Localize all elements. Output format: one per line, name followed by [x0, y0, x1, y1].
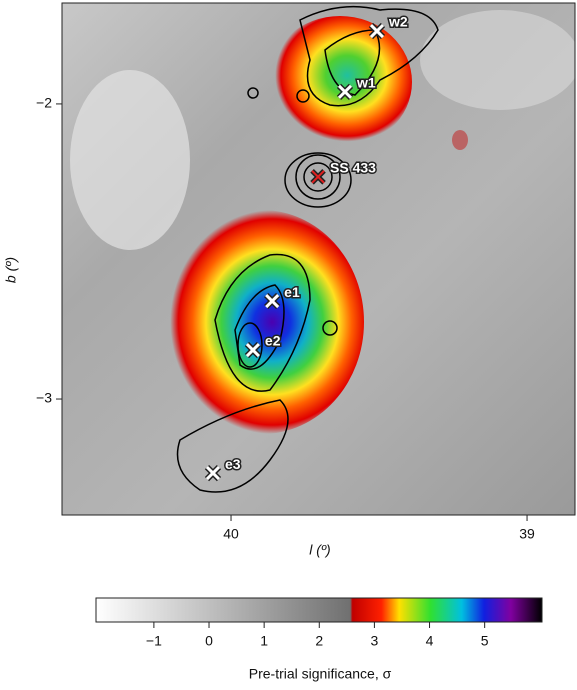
colorbar [95, 597, 543, 623]
source-label: e1 [284, 284, 300, 300]
colorbar-tick-label: 1 [260, 633, 268, 649]
marker-stroke [369, 23, 385, 39]
y-tick-label: −2 [36, 95, 52, 111]
marker-stroke [337, 84, 353, 99]
source-label: w1 [356, 75, 376, 91]
marker-stroke [245, 342, 260, 358]
source-label: w2 [388, 14, 408, 30]
colorbar-tick-label: 2 [315, 633, 323, 649]
plot-frame [61, 2, 576, 516]
source-marker [310, 169, 326, 185]
colorbar-tick-label: 0 [205, 633, 213, 649]
y-tick-label: −3 [36, 390, 52, 406]
marker-stroke [265, 293, 280, 309]
source-marker [336, 83, 354, 100]
x-tick-label: 40 [223, 526, 239, 542]
marker-stroke [311, 170, 325, 184]
colorbar-tick-label: 4 [426, 633, 434, 649]
colorbar-tick-label: 5 [481, 633, 489, 649]
source-marker [244, 341, 262, 359]
y-axis-label: b (º) [3, 257, 19, 283]
marker-stroke [205, 466, 221, 481]
colorbar-tick-label: −1 [146, 633, 162, 649]
colorbar-tick-label: 3 [371, 633, 379, 649]
source-label: SS 433 [330, 160, 376, 176]
source-marker [204, 464, 222, 482]
source-marker [264, 292, 281, 310]
x-axis-label: l (º) [309, 542, 330, 558]
colorbar-label: Pre-trial significance, σ [249, 666, 392, 682]
source-label: e2 [265, 333, 281, 349]
significance-map [62, 3, 575, 515]
source-label: e3 [225, 456, 241, 472]
source-marker [368, 22, 386, 40]
x-tick-label: 39 [519, 526, 535, 542]
